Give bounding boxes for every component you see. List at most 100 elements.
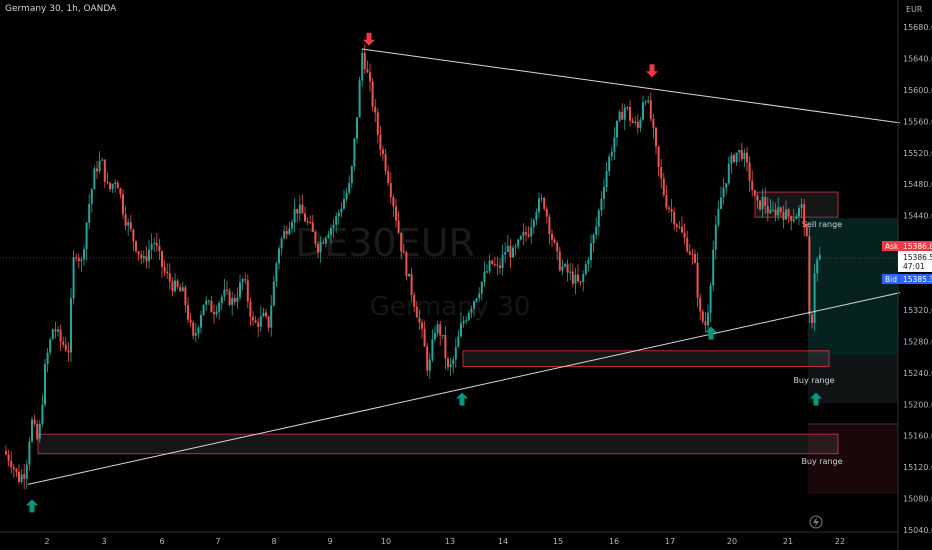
candle-body [426,346,429,371]
candle [730,152,733,174]
candle-body [699,297,702,312]
candle-body [436,324,439,333]
y-tick-label: 15440.0 [903,212,932,221]
candle-body [670,209,673,212]
candle [241,277,244,291]
zone-buy-2[interactable] [37,433,839,455]
trendline-lower[interactable] [27,292,901,485]
y-tick-label: 15320.0 [903,306,932,315]
candle-body [577,274,579,282]
candle [748,155,751,192]
candle [395,198,397,228]
arrow-up-icon[interactable] [456,392,468,406]
candle-body [98,160,101,172]
time-axis[interactable]: 2 3 6 7 8 9 10 13 14 15 16 17 20 21 22 [0,531,898,546]
candle [782,205,785,229]
candle-body [379,134,382,150]
candle-body [239,282,241,298]
candle [777,197,780,221]
candle [608,153,611,177]
candle [376,108,379,144]
candle-body [374,106,377,113]
candle [137,250,140,261]
candle [389,172,392,204]
zone-buy-1[interactable] [462,350,830,367]
candle-body [735,152,738,162]
candle-body [527,234,530,237]
candle-body [727,163,730,184]
candle [428,353,431,379]
y-tick-label: 15160.0 [903,432,932,441]
candle [766,197,769,222]
candle-body [116,182,119,189]
candle [486,264,488,274]
candle [252,311,254,327]
arrow-up-icon[interactable] [810,392,822,406]
candle-body [730,155,733,164]
candle-body [782,212,785,220]
candle [296,208,299,223]
candle-body [808,236,811,315]
candle-body [717,209,720,225]
position-loss-area [808,424,898,494]
x-tick-label: 20 [727,537,737,546]
candle-body [662,178,665,195]
candle [36,420,39,441]
candle [257,318,260,338]
candle-body [213,312,215,315]
candle-body [792,219,795,222]
candle-body [561,266,564,271]
arrow-up-icon[interactable] [26,499,38,513]
candle-body [634,121,637,123]
candle [717,200,720,228]
candle-body [410,273,413,295]
zone-label-1: Buy range [793,376,834,385]
candle [59,324,62,351]
candle [447,356,449,371]
candle [72,250,75,305]
candle [759,200,761,212]
candle [506,234,509,253]
candle-body [623,107,626,120]
candle-body [532,220,535,228]
candle-body [335,216,338,225]
candle [23,464,26,490]
candle [127,218,130,236]
candle-body [54,329,57,332]
candle-body [795,216,798,220]
candle [704,311,707,333]
candle [304,206,306,223]
arrow-down-icon[interactable] [363,32,375,46]
candle-body [90,189,93,204]
arrow-down-icon[interactable] [646,64,658,78]
candle-body [369,72,371,82]
lightning-icon[interactable] [809,515,823,529]
trendline-upper[interactable] [361,48,901,124]
candle [93,165,96,190]
candle [301,194,304,214]
y-tick-label: 15640.0 [903,54,932,63]
candle [236,287,239,309]
candle-body [189,319,192,323]
candle [795,214,798,220]
candle-body [449,364,452,367]
x-tick-label: 17 [665,537,675,546]
candle [246,274,249,308]
candle [449,358,452,376]
candle-body [353,138,356,167]
candle [525,226,527,242]
arrow-up-icon[interactable] [705,326,717,340]
candle-body [501,254,504,268]
candle [621,103,624,120]
candle-body [709,285,712,313]
ask-price: 15386.8 [903,242,932,251]
candle [657,145,660,177]
candle-body [101,159,104,161]
candle-body [608,156,611,172]
candle [135,240,137,254]
candle [431,329,434,363]
candle-body [278,248,280,264]
candle-body [241,279,244,283]
candle [148,239,150,269]
